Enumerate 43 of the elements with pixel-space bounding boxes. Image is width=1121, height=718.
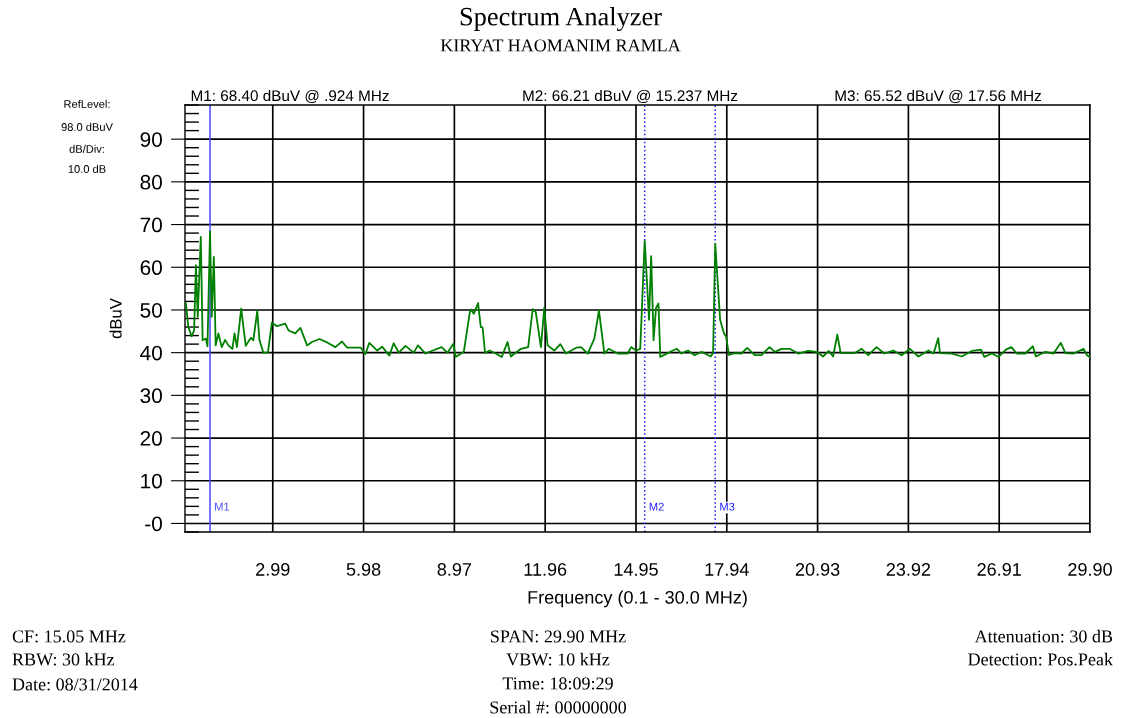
y-tick-label: 70 [140,217,162,233]
ref-line-label: M3 [720,502,735,511]
y-tick-label: 90 [140,132,162,147]
x-tick-label: 14.95 [614,563,658,576]
y-tick-label: 50 [140,302,162,318]
chart-subtitle: KIRYAT HAOMANIM RAMLA [440,39,681,52]
x-tick-label: 20.93 [795,563,840,576]
y-tick-label: 40 [140,345,162,361]
y-axis-title: dBuV [109,298,122,339]
ref-line-label: M1 [215,502,230,511]
text: SPAN: 29.90 MHz [491,630,626,643]
y-tick-label: 30 [140,388,162,404]
text: 98.0 dBuV [61,122,113,131]
text: Serial #: 00000000 [490,700,627,714]
y-tick-label: -0 [145,516,162,532]
text: 10.0 dB [68,164,106,173]
x-tick-label: 17.94 [705,563,749,576]
text: Detection: Pos.Peak [968,652,1113,666]
text: Attenuation: 30 dB [974,629,1113,643]
x-tick-label: 23.92 [886,563,931,576]
y-tick-label: 80 [140,174,162,190]
x-axis-title: Frequency (0.1 - 30.0 MHz) [528,590,747,608]
x-tick-label: 11.96 [524,563,567,576]
text: M2: 66.21 dBuV @ 15.237 MHz [523,89,738,104]
text: Date: 08/31/2014 [12,678,138,691]
text: RBW: 30 kHz [12,652,115,666]
text: dB/Div: [69,144,104,153]
text: VBW: 10 kHz [506,652,610,666]
text: CF: 15.05 MHz [12,630,126,643]
x-tick-label: 26.91 [977,563,1021,576]
x-tick-label: 8.97 [437,563,472,576]
text: M1: 68.40 dBuV @ .924 MHz [191,89,389,104]
y-tick-label: 20 [140,431,162,446]
x-tick-label: 5.98 [346,563,381,576]
y-tick-label: 10 [141,473,162,489]
text: Time: 18:09:29 [502,677,613,690]
text: RefLevel: [64,99,110,108]
ref-line-label: M2 [649,502,664,511]
y-tick-label: 60 [140,260,162,276]
x-tick-label: 29.90 [1068,563,1112,576]
chart-title: Spectrum Analyzer [460,7,662,31]
x-tick-label: 2.99 [256,563,290,576]
text: M3: 65.52 dBuV @ 17.56 MHz [835,89,1041,104]
